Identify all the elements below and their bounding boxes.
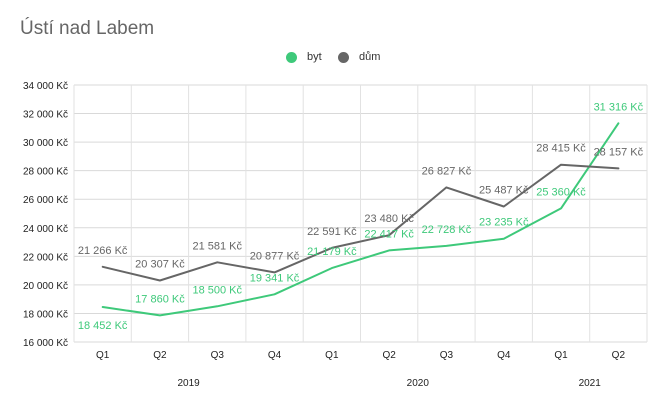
data-label: 18 452 Kč (78, 320, 128, 332)
y-tick-label: 18 000 Kč (23, 309, 68, 320)
x-tick-label: Q1 (554, 350, 568, 361)
data-label: 25 360 Kč (536, 186, 586, 198)
y-tick-label: 24 000 Kč (23, 224, 68, 235)
x-tick-label: Q4 (497, 350, 511, 361)
data-labels: 18 452 Kč 17 860 Kč 18 500 Kč 19 341 Kč 21 1… (78, 101, 644, 332)
series-line-byt (101, 122, 620, 317)
x-tick-label: Q1 (325, 350, 339, 361)
x-tick-label: Q3 (440, 350, 454, 361)
data-label: 23 235 Kč (479, 217, 529, 229)
y-tick-label: 20 000 Kč (23, 281, 68, 292)
series-lines (101, 122, 620, 317)
legend-item-byt: byt (286, 51, 322, 63)
x-tick-label: Q4 (268, 350, 282, 361)
data-label: 19 341 Kč (250, 272, 300, 284)
x-group-label: 2019 (177, 378, 200, 389)
y-tick-label: 26 000 Kč (23, 195, 68, 206)
y-tick-label: 22 000 Kč (23, 252, 68, 263)
y-tick-label: 34 000 Kč (23, 81, 68, 92)
y-tick-label: 32 000 Kč (23, 110, 68, 121)
x-tick-label: Q3 (211, 350, 225, 361)
x-tick-label: Q2 (612, 350, 626, 361)
y-tick-label: 16 000 Kč (23, 338, 68, 349)
data-label: 26 827 Kč (422, 165, 472, 177)
data-label: 23 480 Kč (364, 213, 414, 225)
legend-label-dum: dům (359, 51, 381, 63)
data-label: 22 417 Kč (364, 228, 414, 240)
x-tick-label: Q1 (96, 350, 110, 361)
chart-title: Ústí nad Labem (20, 18, 155, 39)
series-line-dum (101, 163, 620, 282)
data-label: 28 415 Kč (536, 143, 586, 155)
data-label: 18 500 Kč (192, 284, 242, 296)
x-group-label: 2020 (407, 378, 430, 389)
y-tick-label: 28 000 Kč (23, 167, 68, 178)
data-label: 22 728 Kč (422, 224, 472, 236)
data-label: 17 860 Kč (135, 293, 185, 305)
data-label: 21 266 Kč (78, 245, 128, 257)
legend: byt dům (0, 51, 667, 67)
data-label: 25 487 Kč (479, 185, 529, 197)
data-label: 21 581 Kč (192, 240, 242, 252)
legend-swatch-byt (286, 51, 297, 63)
x-tick-label: Q2 (382, 350, 396, 361)
x-tick-label: Q2 (153, 350, 167, 361)
legend-swatch-dum (338, 51, 349, 63)
x-group-label: 2021 (579, 378, 602, 389)
data-label: 21 179 Kč (307, 246, 357, 258)
axes: 16 000 Kč 18 000 Kč 20 000 Kč 22 000 Kč 24 0… (23, 81, 626, 389)
data-label: 28 157 Kč (594, 146, 644, 158)
y-tick-label: 30 000 Kč (23, 138, 68, 149)
legend-item-dum: dům (338, 51, 380, 63)
data-label: 31 316 Kč (594, 101, 644, 113)
legend-label-byt: byt (307, 51, 322, 63)
data-label: 20 877 Kč (250, 250, 300, 262)
data-label: 22 591 Kč (307, 226, 357, 238)
data-label: 20 307 Kč (135, 259, 185, 271)
